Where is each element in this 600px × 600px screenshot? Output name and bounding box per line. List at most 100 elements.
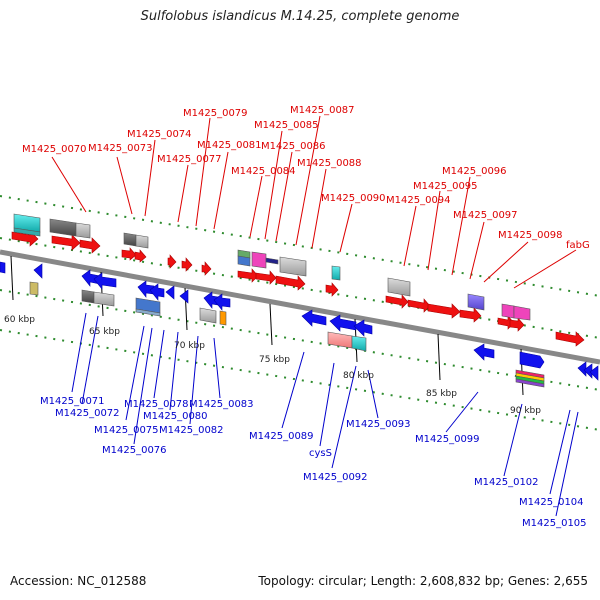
gene-label: M1425_0095 bbox=[413, 181, 478, 192]
gene-label: M1425_0086 bbox=[261, 141, 326, 152]
forward-boxes bbox=[13, 213, 531, 321]
kbp-label: 75 kbp bbox=[259, 355, 290, 365]
gene-label: M1425_0105 bbox=[522, 518, 587, 529]
gene-box bbox=[135, 234, 149, 249]
gene-label: fabG bbox=[566, 240, 590, 251]
kbp-label: 70 kbp bbox=[174, 341, 205, 351]
gene-box bbox=[251, 251, 267, 269]
gene-arrow bbox=[385, 294, 409, 309]
kbp-label: 80 kbp bbox=[343, 371, 374, 381]
gene-box bbox=[513, 305, 531, 321]
gene-box bbox=[29, 281, 39, 296]
leader-lines-bottom bbox=[71, 312, 579, 517]
gene-label: M1425_0079 bbox=[183, 108, 248, 119]
gene-label: M1425_0089 bbox=[249, 431, 314, 442]
gene-label: M1425_0083 bbox=[189, 399, 254, 410]
gene-box bbox=[237, 255, 251, 267]
gene-box bbox=[279, 256, 307, 277]
gene-arrow bbox=[577, 361, 587, 377]
gene-label: M1425_0093 bbox=[346, 419, 411, 430]
gene-arrow bbox=[167, 254, 177, 269]
gene-arrow bbox=[181, 257, 193, 272]
gene-label: M1425_0082 bbox=[159, 425, 224, 436]
gene-arrow bbox=[473, 343, 495, 361]
gene-arrow bbox=[149, 283, 165, 301]
gene-label: M1425_0098 bbox=[498, 230, 563, 241]
gene-label: M1425_0077 bbox=[157, 154, 222, 165]
gene-box bbox=[75, 222, 91, 239]
gene-arrow bbox=[427, 303, 461, 319]
gene-label: cysS bbox=[309, 448, 332, 459]
gene-label: M1425_0104 bbox=[519, 497, 584, 508]
gene-box bbox=[351, 335, 367, 352]
gene-box bbox=[467, 293, 485, 311]
gene-arrow bbox=[201, 261, 212, 276]
gene-arrow bbox=[519, 351, 545, 369]
gene-label: M1425_0071 bbox=[40, 396, 105, 407]
gene-label: M1425_0099 bbox=[415, 434, 480, 445]
gene-arrow bbox=[353, 319, 373, 337]
gene-label: M1425_0094 bbox=[386, 195, 451, 206]
gene-label: M1425_0084 bbox=[231, 166, 296, 177]
gene-label: M1425_0078 bbox=[124, 399, 189, 410]
gene-arrow bbox=[165, 285, 175, 300]
gene-arrow bbox=[51, 234, 81, 251]
kbp-label: 65 kbp bbox=[89, 327, 120, 337]
gene-label: M1425_0073 bbox=[88, 143, 153, 154]
gene-label: M1425_0087 bbox=[290, 105, 355, 116]
gene-label: M1425_0085 bbox=[254, 120, 319, 131]
gene-box bbox=[331, 265, 341, 281]
gene-label: M1425_0076 bbox=[102, 445, 167, 456]
page-title: Sulfolobus islandicus M.14.25, complete … bbox=[140, 9, 460, 24]
gene-label: M1425_0074 bbox=[127, 129, 192, 140]
top-gene-labels: M1425_0070 M1425_0073 M1425_0074 M1425_0… bbox=[22, 105, 590, 251]
gene-label: M1425_0097 bbox=[453, 210, 518, 221]
gene-arrow bbox=[0, 261, 6, 274]
gene-box bbox=[123, 232, 137, 247]
gene-arrow bbox=[459, 307, 482, 323]
gene-arrow bbox=[255, 270, 277, 285]
gene-box bbox=[49, 218, 77, 237]
gene-box bbox=[501, 303, 515, 319]
kbp-label: 85 kbp bbox=[426, 389, 457, 399]
gene-arrow bbox=[325, 282, 339, 297]
gene-box bbox=[13, 227, 41, 237]
gene-arrow bbox=[33, 263, 43, 279]
gene-arrow bbox=[407, 298, 431, 313]
genome-backbone bbox=[0, 249, 600, 365]
gene-label: M1425_0075 bbox=[94, 425, 159, 436]
bottom-gene-labels: M1425_0071 M1425_0072 M1425_0075 M1425_0… bbox=[40, 396, 587, 529]
gene-arrow bbox=[589, 365, 599, 381]
gene-arrow bbox=[179, 289, 189, 304]
gene-arrow bbox=[134, 249, 147, 263]
forward-genes bbox=[11, 230, 585, 347]
gene-arrow bbox=[237, 268, 259, 283]
tick-60 bbox=[10, 255, 14, 301]
gene-arrow bbox=[509, 317, 525, 332]
gene-box bbox=[387, 277, 411, 297]
tick-85 bbox=[437, 333, 441, 381]
gene-label: M1425_0072 bbox=[55, 408, 120, 419]
gene-arrow bbox=[301, 309, 327, 327]
gene-arrow bbox=[121, 247, 137, 261]
leader-lines-top bbox=[51, 115, 577, 289]
gene-box bbox=[81, 289, 95, 304]
gene-arrow bbox=[275, 275, 306, 291]
gene-box bbox=[265, 257, 279, 265]
gene-arrow bbox=[93, 272, 117, 290]
kbp-labels: 60 kbp 65 kbp 70 kbp 75 kbp 80 kbp 85 kb… bbox=[4, 315, 541, 416]
gene-arrow bbox=[213, 293, 231, 311]
gene-box bbox=[199, 307, 217, 324]
gene-label: M1425_0081 bbox=[197, 140, 262, 151]
gene-label: M1425_0096 bbox=[442, 166, 507, 177]
reverse-genes bbox=[0, 261, 599, 381]
gene-label: M1425_0070 bbox=[22, 144, 87, 155]
gene-arrow bbox=[555, 331, 585, 347]
gene-box bbox=[515, 378, 545, 388]
kbp-label: 60 kbp bbox=[4, 315, 35, 325]
genome-summary: Topology: circular; Length: 2,608,832 bp… bbox=[258, 574, 588, 588]
gene-box bbox=[327, 331, 353, 349]
gene-label: M1425_0088 bbox=[297, 158, 362, 169]
gene-box bbox=[219, 310, 227, 326]
